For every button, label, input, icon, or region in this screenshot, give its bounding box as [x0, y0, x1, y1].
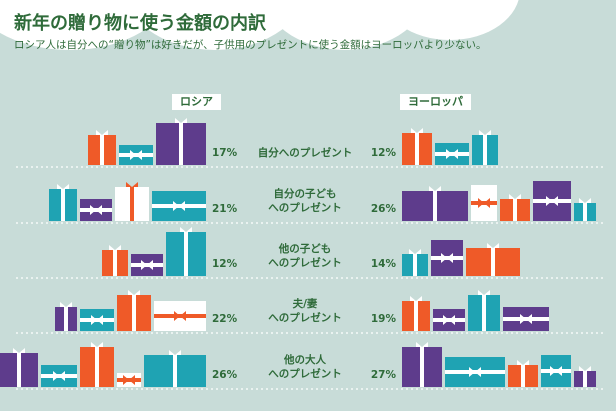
category-label: へのプレゼント — [268, 201, 342, 214]
gift-box-europe-row4-4-bow — [520, 314, 532, 324]
gift-box-europe-row5-3-ribbon — [521, 365, 525, 387]
gift-box-europe-row2-1-ribbon — [433, 191, 437, 221]
gift-box-europe-row4-3-bow — [478, 290, 490, 295]
gift-box-europe-row4-2-bow — [443, 315, 455, 325]
gift-box-russia-row4-1-ribbon — [64, 307, 68, 331]
gift-box-russia-row3-3-ribbon — [184, 232, 188, 276]
gift-box-russia-row2-1-ribbon — [61, 189, 65, 221]
gift-box-russia-row4-2-bow — [91, 315, 103, 325]
gift-box-europe-row4-3-ribbon — [482, 295, 486, 331]
gift-box-europe-row5-2-bow — [469, 367, 481, 377]
gift-box-europe-row5-1-bow — [416, 342, 428, 347]
chart-title: 新年の贈り物に使う金額の内訳 — [14, 13, 266, 34]
gift-box-russia-row1-3-ribbon — [179, 123, 183, 165]
column-header-europe: ヨーロッパ — [400, 94, 471, 110]
category-label: 自分へのプレゼント — [258, 146, 353, 159]
value-label-europe: 12% — [371, 147, 397, 159]
chart-subtitle: ロシア人は自分への“贈り物”は好きだが、子供用のプレゼントに使う金額はヨーロッパ… — [14, 39, 487, 51]
value-label-europe: 26% — [371, 203, 397, 215]
value-label-europe: 14% — [371, 258, 397, 270]
gift-box-russia-row3-1-bow — [109, 245, 121, 250]
gift-box-europe-row1-3-ribbon — [483, 135, 487, 165]
value-label-europe: 19% — [371, 313, 397, 325]
value-label-europe: 27% — [371, 369, 397, 381]
gift-box-russia-row3-2-bow — [141, 260, 153, 270]
gift-box-russia-row4-4-bow — [174, 311, 186, 321]
gift-box-europe-row3-1-bow — [409, 249, 421, 254]
gift-box-russia-row1-2-bow — [130, 150, 142, 160]
gift-box-europe-row1-2-bow — [446, 149, 458, 159]
gift-box-russia-row5-1-bow — [13, 348, 25, 353]
gift-box-europe-row1-1-bow — [411, 128, 423, 133]
gift-box-europe-row5-4-bow — [550, 366, 562, 376]
gift-box-europe-row5-5-ribbon — [583, 371, 587, 387]
category-label: へのプレゼント — [268, 367, 342, 380]
gift-box-russia-row4-1-bow — [60, 302, 72, 307]
gift-box-russia-row5-5-ribbon — [173, 355, 177, 387]
category-label: 他の大人 — [283, 353, 326, 366]
category-label: 夫/妻 — [293, 297, 318, 310]
category-label: 自分の子ども — [274, 187, 337, 200]
gift-box-europe-row2-2-bow — [478, 198, 490, 208]
value-label-russia: 22% — [212, 313, 238, 325]
gift-box-russia-row3-1-ribbon — [113, 250, 117, 276]
gift-box-europe-row2-1-bow — [429, 186, 441, 191]
gift-box-russia-row1-1-bow — [96, 130, 108, 135]
gift-box-europe-row2-3-ribbon — [513, 199, 517, 221]
gift-box-europe-row3-3-bow — [487, 243, 499, 248]
category-label: へのプレゼント — [268, 256, 342, 269]
gift-box-europe-row5-5-bow — [579, 366, 591, 371]
gift-box-europe-row3-2-bow — [441, 253, 453, 263]
gift-box-europe-row1-1-ribbon — [415, 133, 419, 165]
gift-box-russia-row2-2-bow — [90, 205, 102, 215]
gift-box-russia-row2-3-ribbon — [130, 187, 134, 221]
gift-box-europe-row3-1-ribbon — [413, 254, 417, 276]
value-label-russia: 26% — [212, 369, 238, 381]
gift-box-europe-row2-5-bow — [579, 198, 591, 203]
gift-box-russia-row4-3-ribbon — [132, 295, 136, 331]
gift-box-russia-row2-3-bow — [126, 182, 138, 187]
category-label: へのプレゼント — [268, 311, 342, 324]
gift-box-russia-row5-3-bow — [91, 342, 103, 347]
gift-box-europe-row5-1-ribbon — [420, 347, 424, 387]
gift-box-russia-row1-1-ribbon — [100, 135, 104, 165]
gift-box-russia-row2-1-bow — [57, 184, 69, 189]
gift-box-europe-row4-1-ribbon — [414, 301, 418, 331]
gift-box-russia-row1-3-bow — [175, 118, 187, 123]
gift-box-europe-row5-3-bow — [517, 360, 529, 365]
gift-box-europe-row3-3-ribbon — [491, 248, 495, 276]
gift-box-europe-row2-3-bow — [509, 194, 521, 199]
gift-box-russia-row5-1-ribbon — [17, 353, 21, 387]
value-label-russia: 17% — [212, 147, 238, 159]
gift-box-russia-row5-2-bow — [53, 371, 65, 381]
gift-box-europe-row1-3-bow — [479, 130, 491, 135]
value-label-russia: 21% — [212, 203, 238, 215]
gift-box-russia-row3-3-bow — [180, 227, 192, 232]
gift-box-russia-row5-4-bow — [123, 375, 135, 385]
gift-box-europe-row4-1-bow — [410, 296, 422, 301]
gift-box-europe-row2-5-ribbon — [583, 203, 587, 221]
category-label: 他の子ども — [278, 242, 332, 255]
gift-box-europe-row2-4-bow — [546, 196, 558, 206]
gift-box-russia-row5-5-bow — [169, 350, 181, 355]
value-label-russia: 12% — [212, 258, 238, 270]
gift-box-russia-row5-3-ribbon — [95, 347, 99, 387]
gift-box-russia-row2-4-bow — [173, 201, 185, 211]
column-header-russia: ロシア — [172, 94, 221, 110]
gift-box-russia-row4-3-bow — [128, 290, 140, 295]
